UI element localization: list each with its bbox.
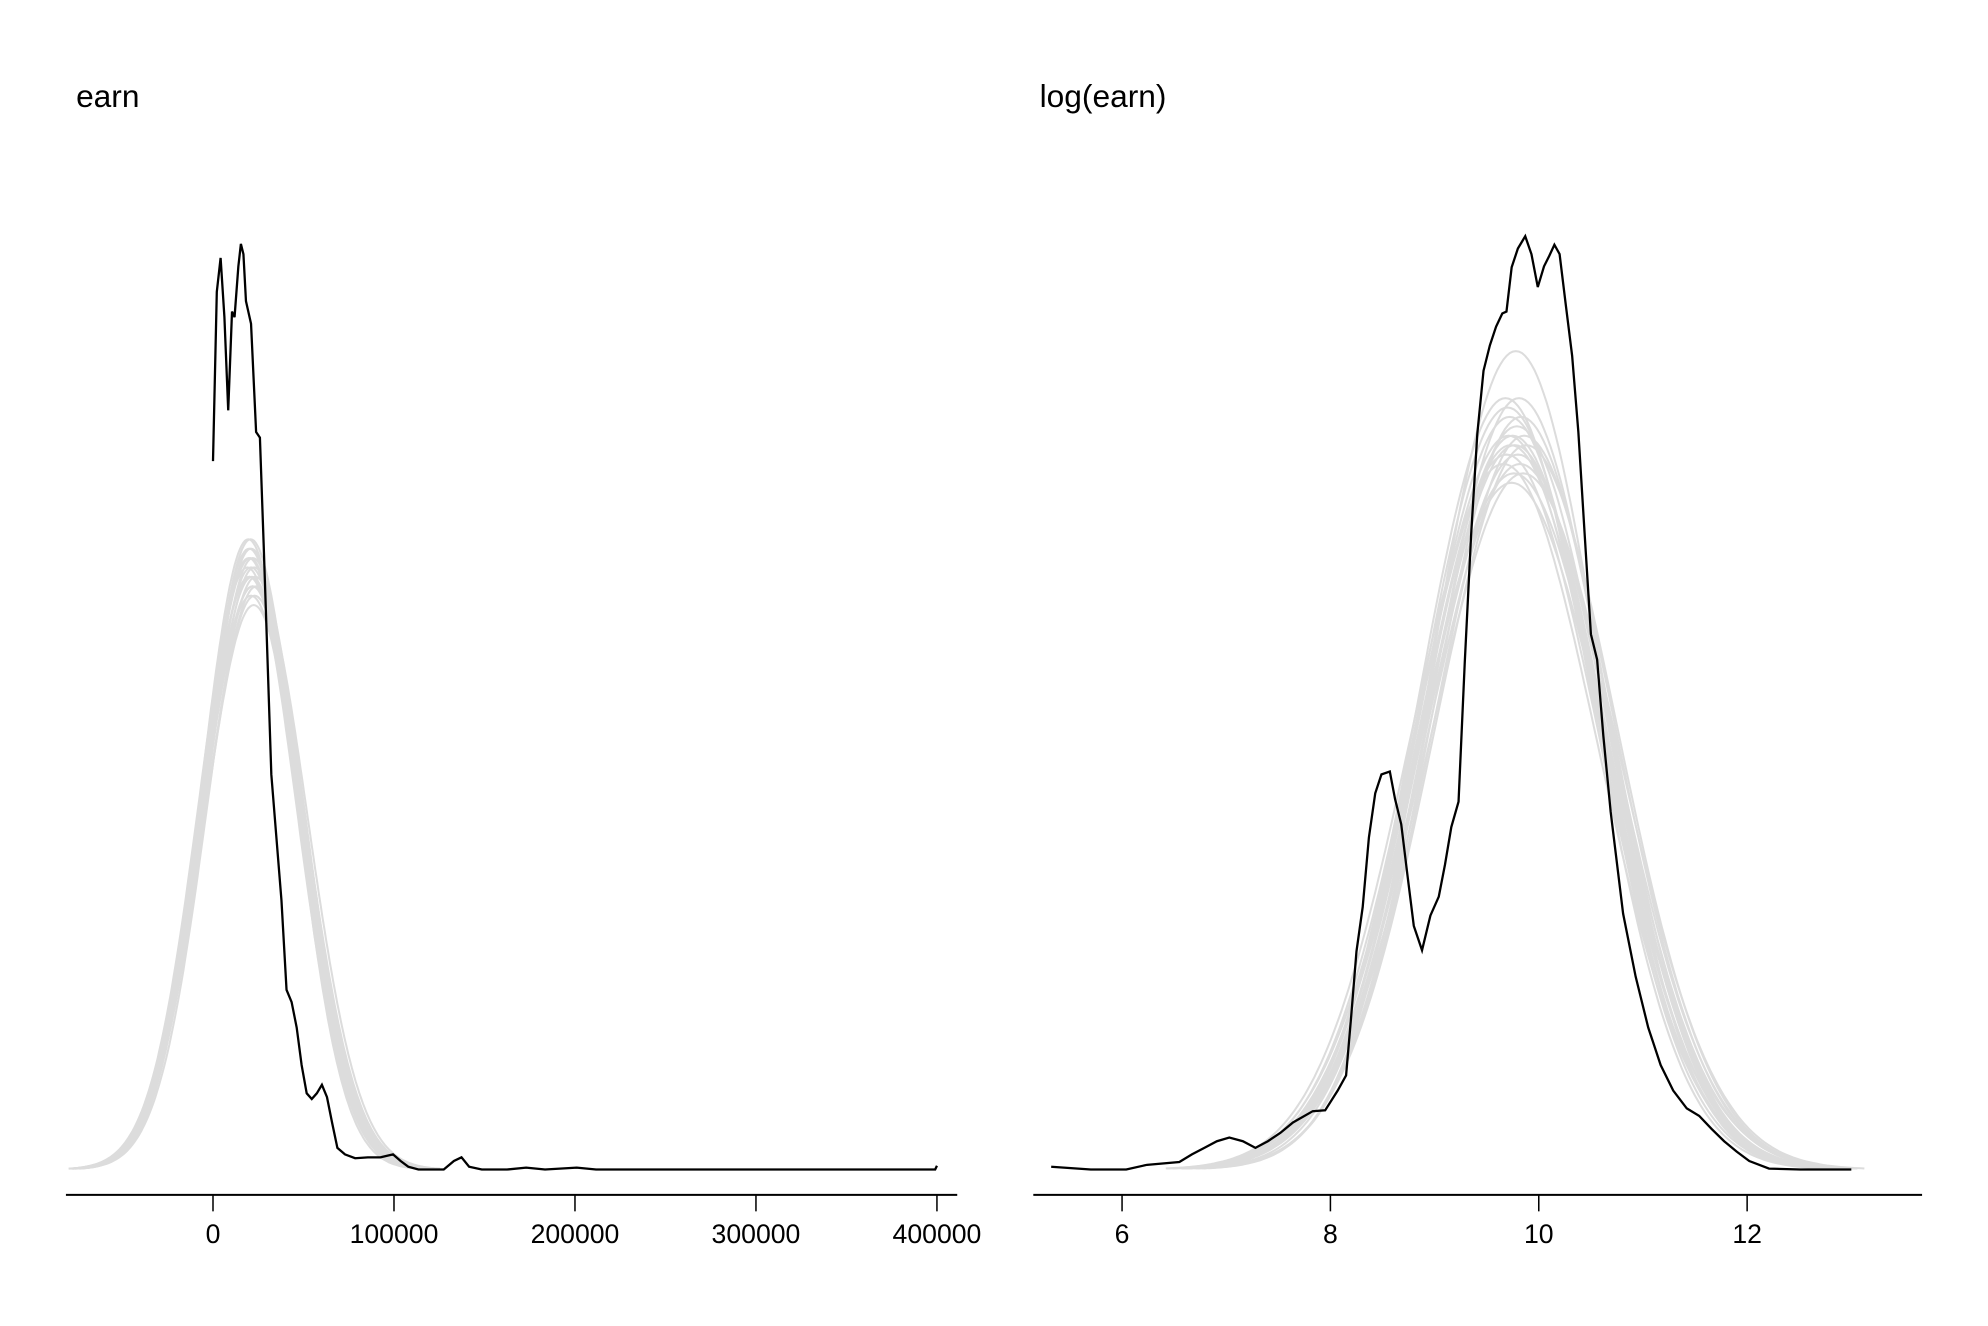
replicated-density-line	[1203, 397, 1835, 1170]
replicated-density-line	[1172, 472, 1856, 1170]
x-tick-label: 10	[1524, 1219, 1554, 1249]
x-tick-label: 100000	[350, 1219, 439, 1249]
replicated-density-line	[1186, 434, 1840, 1170]
observed-density-line	[211, 243, 938, 1171]
replicated-density-line	[72, 594, 438, 1170]
replicated-density-line	[71, 566, 424, 1170]
replicated-density-line	[79, 556, 427, 1170]
x-axis-ticks: 6 8 10 12	[1115, 1194, 1762, 1249]
panel-title: earn	[76, 78, 139, 114]
replicated-density-line	[72, 585, 433, 1170]
replicated-density-line	[73, 556, 425, 1170]
replicated-density-line	[76, 547, 422, 1170]
panel-title: log(earn)	[1040, 78, 1167, 114]
replicated-density-line	[78, 538, 418, 1170]
replicated-density-line	[72, 585, 441, 1170]
replicated-density-line	[1182, 462, 1858, 1170]
replicated-density-line	[78, 538, 423, 1170]
replicated-density-line	[1194, 425, 1840, 1170]
x-tick-label: 0	[206, 1219, 221, 1249]
replicated-density-line	[80, 547, 422, 1170]
replicated-density-line	[1190, 397, 1821, 1170]
x-tick-label: 400000	[893, 1219, 982, 1249]
replicated-density-line	[69, 575, 431, 1170]
replicated-density-line	[1196, 444, 1857, 1170]
x-tick-label: 200000	[531, 1219, 620, 1249]
replicated-density-line	[1172, 453, 1841, 1170]
replicated-density-line	[1182, 434, 1835, 1170]
replicated-density-line	[72, 604, 435, 1170]
replicated-density-line	[1184, 444, 1845, 1170]
replicated-density-line	[1187, 415, 1833, 1170]
replicated-density-line	[79, 575, 432, 1170]
x-tick-label: 300000	[712, 1219, 801, 1249]
replicated-density-line	[68, 594, 434, 1170]
replicated-density-lines	[68, 538, 441, 1170]
replicated-density-line	[73, 585, 433, 1170]
replicated-density-line	[74, 566, 427, 1170]
replicated-density-line	[75, 556, 425, 1170]
replicated-density-line	[1165, 462, 1841, 1170]
replicated-density-line	[74, 575, 430, 1170]
x-tick-label: 6	[1115, 1219, 1130, 1249]
replicated-density-line	[1180, 444, 1841, 1170]
replicated-density-line	[1181, 472, 1865, 1170]
replicated-density-lines	[1165, 350, 1865, 1170]
panel-earn: earn 0 100000 200000 300000 400000	[65, 78, 982, 1249]
x-tick-label: 12	[1732, 1219, 1762, 1249]
replicated-density-line	[1202, 415, 1840, 1170]
replicated-density-line	[70, 575, 428, 1170]
replicated-density-line	[1166, 481, 1857, 1170]
observed-density-line	[1051, 233, 1852, 1171]
x-axis-ticks: 0 100000 200000 300000 400000	[206, 1194, 982, 1249]
replicated-density-line	[1188, 406, 1827, 1170]
x-tick-label: 8	[1323, 1219, 1338, 1249]
replicated-density-line	[1197, 434, 1851, 1170]
replicated-density-line	[76, 566, 433, 1170]
replicated-density-line	[1184, 453, 1852, 1170]
panel-log-earn: log(earn) 6 8 10 12	[1033, 78, 1923, 1249]
